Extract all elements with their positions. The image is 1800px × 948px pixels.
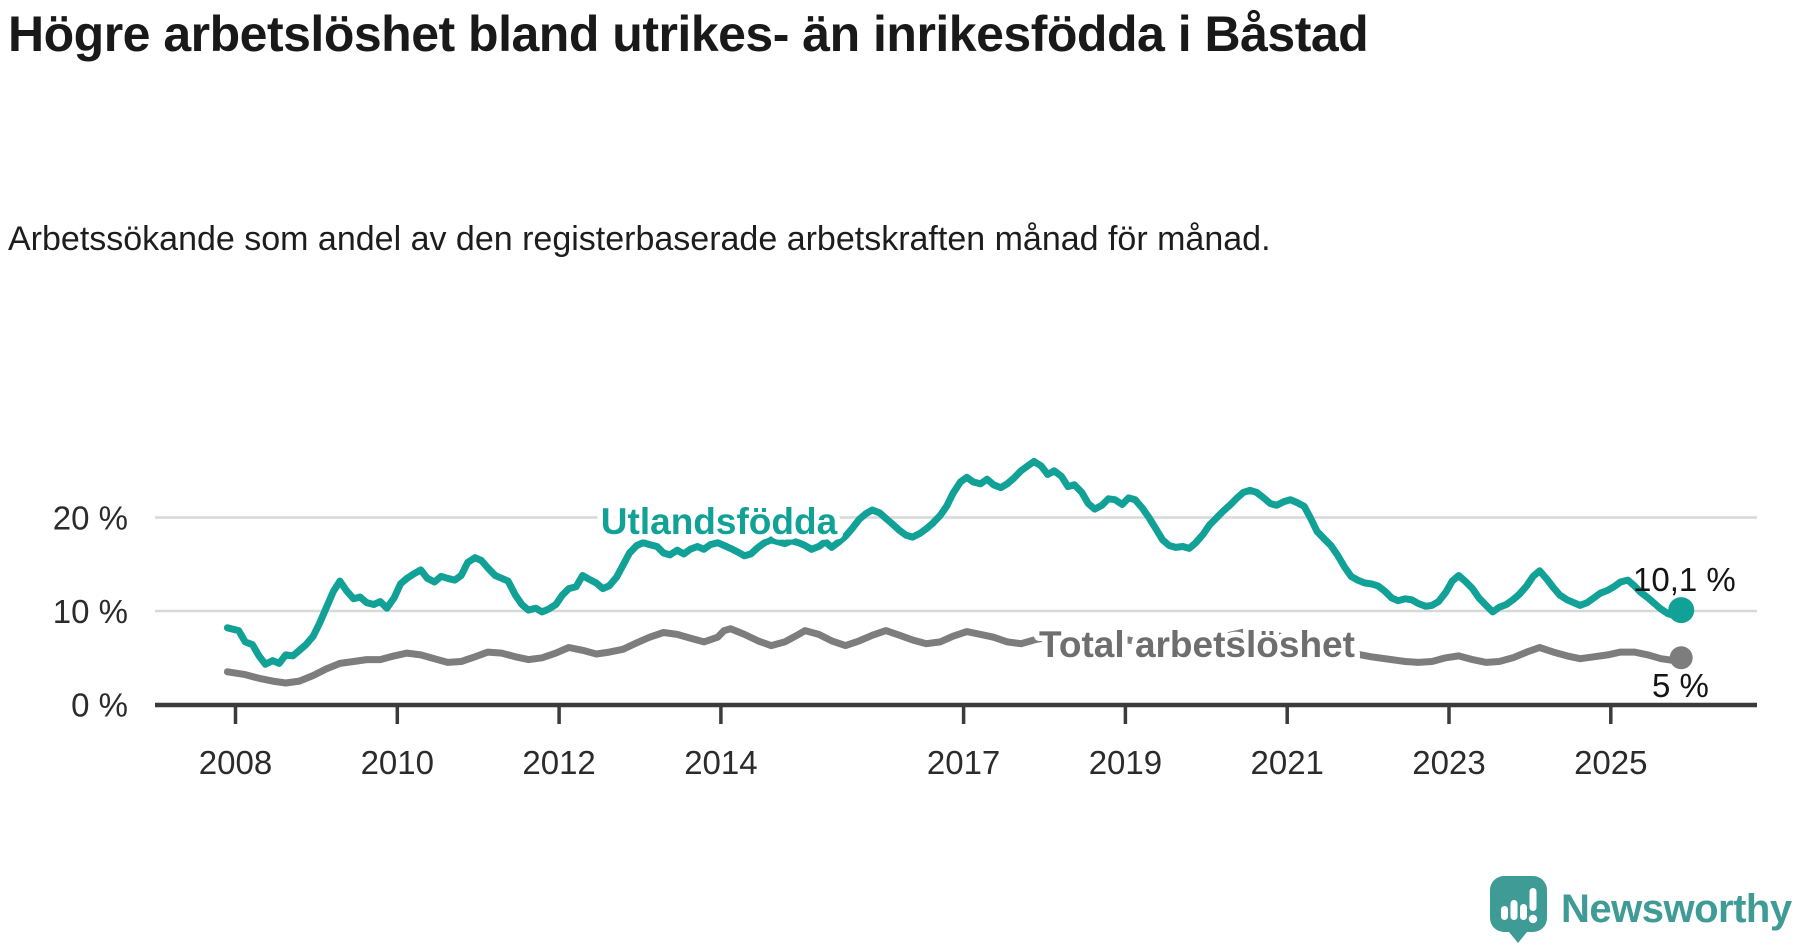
- utlandsfodda-line: [223, 457, 1685, 668]
- end-value-label-total: 5 %: [1652, 667, 1709, 704]
- x-tick-label: 2019: [1089, 744, 1162, 781]
- end-value-label-utlandsfodda: 10,1 %: [1633, 561, 1736, 598]
- newsworthy-logo: Newsworthy: [1490, 876, 1792, 943]
- x-tick-label: 2025: [1574, 744, 1647, 781]
- y-tick-label: 20 %: [53, 500, 128, 537]
- chart-labels: Utlandsfödda Total arbetslöshet 10,1 % 5…: [595, 496, 1736, 705]
- utlandsfodda-end-dot: [1668, 597, 1695, 624]
- x-tick-label: 2008: [199, 744, 272, 781]
- series-label-utlandsfodda: Utlandsfödda: [601, 501, 838, 542]
- newsworthy-speech-bubble-chart-icon: [1490, 876, 1547, 943]
- series-label-total: Total arbetslöshet: [1039, 624, 1355, 665]
- x-tick-label: 2012: [522, 744, 595, 781]
- total-end-dot: [1669, 646, 1693, 670]
- page-subtitle: Arbetssökande som andel av den registerb…: [8, 220, 1271, 258]
- x-tick-label: 2021: [1250, 744, 1323, 781]
- total-line: [223, 625, 1685, 687]
- x-tick-label: 2017: [927, 744, 1000, 781]
- newsworthy-logo-text: Newsworthy: [1561, 887, 1792, 931]
- plot-area: 0 % 10 % 20 % 2008 2010 2012 2014 2017 2019 2021 2…: [53, 457, 1757, 781]
- y-tick-label: 0 %: [71, 687, 128, 724]
- x-tick-label: 2014: [684, 744, 757, 781]
- page-title: Högre arbetslöshet bland utrikes- än inr…: [8, 6, 1369, 62]
- y-tick-label: 10 %: [53, 593, 128, 630]
- x-tick-label: 2023: [1412, 744, 1485, 781]
- x-tick-label: 2010: [361, 744, 434, 781]
